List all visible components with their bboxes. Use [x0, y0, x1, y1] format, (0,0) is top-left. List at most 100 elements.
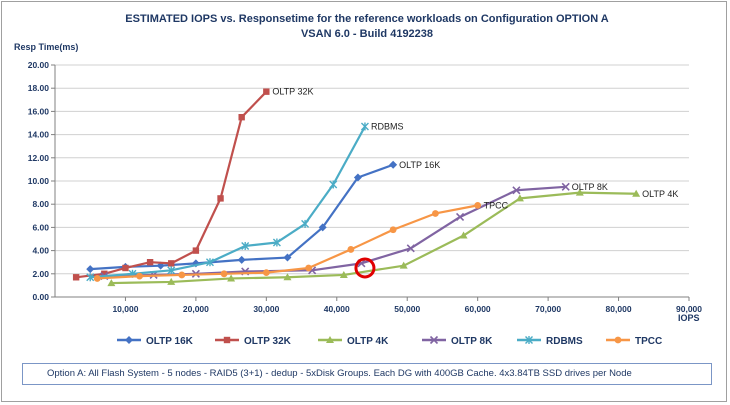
- configuration-note: Option A: All Flash System - 5 nodes - R…: [22, 363, 712, 385]
- data-point: [353, 173, 362, 182]
- x-tick-label: 30,000: [253, 304, 279, 314]
- data-point: [389, 226, 397, 234]
- y-tick-label: 18.00: [28, 83, 50, 93]
- data-point: [632, 189, 641, 197]
- x-tick-label: 90,000: [676, 304, 702, 314]
- legend-label: TPCC: [635, 336, 662, 347]
- legend-item-rdbms: RDBMS: [517, 336, 583, 347]
- x-tick-label: 70,000: [535, 304, 561, 314]
- series-end-label-oltp-16k: OLTP 16K: [399, 160, 440, 170]
- data-point: [399, 261, 408, 269]
- x-axis-label: IOPS: [678, 313, 700, 323]
- y-tick-label: 2.00: [32, 269, 49, 279]
- data-point: [107, 279, 116, 287]
- x-tick-label: 40,000: [324, 304, 350, 314]
- y-axis-label: Resp Time(ms): [14, 42, 78, 52]
- chart-title: ESTIMATED IOPS vs. Responsetime for the …: [125, 13, 609, 25]
- data-point: [347, 246, 355, 253]
- chart-plot: ESTIMATED IOPS vs. Responsetime for the …: [14, 13, 702, 347]
- series-end-label-oltp-8k: OLTP 8K: [572, 182, 608, 192]
- y-tick-label: 8.00: [32, 199, 49, 209]
- data-point: [86, 265, 95, 274]
- legend-item-oltp-8k: OLTP 8K: [422, 335, 493, 347]
- series-line-rdbms: [90, 125, 366, 279]
- y-tick-label: 0.00: [32, 292, 49, 302]
- data-point: [329, 180, 338, 189]
- data-point: [86, 273, 95, 282]
- data-point: [205, 258, 214, 267]
- data-point: [515, 194, 524, 202]
- data-point: [389, 160, 398, 169]
- data-point: [227, 274, 236, 282]
- data-point: [136, 272, 143, 280]
- data-point: [575, 188, 584, 196]
- legend-label: OLTP 8K: [451, 336, 493, 347]
- data-point: [429, 335, 439, 345]
- data-point: [512, 186, 521, 195]
- series-line-tpcc: [97, 204, 478, 280]
- data-point: [360, 122, 369, 131]
- data-point: [122, 264, 129, 272]
- data-point: [262, 269, 270, 277]
- data-point: [432, 210, 439, 217]
- legend-label: OLTP 4K: [347, 336, 389, 347]
- data-point: [167, 277, 176, 285]
- series-end-label-oltp-32k: OLTP 32K: [272, 87, 313, 97]
- y-tick-label: 6.00: [32, 222, 49, 232]
- data-point: [305, 264, 312, 272]
- series-end-label-oltp-4k: OLTP 4K: [642, 189, 678, 199]
- data-point: [474, 201, 482, 209]
- legend-label: OLTP 16K: [146, 336, 194, 347]
- data-point: [339, 270, 348, 278]
- legend-label: OLTP 32K: [244, 336, 292, 347]
- x-tick-label: 60,000: [465, 304, 491, 314]
- data-point: [146, 259, 154, 266]
- y-tick-label: 10.00: [28, 176, 50, 186]
- y-tick-label: 12.00: [28, 153, 50, 163]
- chart-subtitle: VSAN 6.0 - Build 4192238: [301, 28, 433, 40]
- series-end-label-rdbms: RDBMS: [371, 121, 404, 131]
- data-point: [238, 114, 245, 121]
- x-tick-label: 50,000: [394, 304, 420, 314]
- data-point: [168, 260, 175, 267]
- data-point: [406, 244, 415, 253]
- data-point: [223, 336, 231, 344]
- highlight-circle: [354, 257, 376, 279]
- data-point: [237, 255, 246, 264]
- legend-item-tpcc: TPCC: [606, 336, 662, 347]
- series-end-label-tpcc: TPCC: [484, 200, 509, 210]
- data-point: [93, 275, 101, 282]
- data-point: [241, 241, 250, 250]
- data-point: [192, 247, 200, 254]
- y-tick-label: 16.00: [28, 106, 50, 116]
- data-point: [283, 253, 292, 262]
- data-point: [459, 231, 468, 239]
- legend-label: RDBMS: [546, 336, 583, 347]
- data-point: [525, 336, 533, 344]
- data-point: [263, 88, 270, 95]
- legend-item-oltp-32k: OLTP 32K: [215, 336, 292, 347]
- data-point: [217, 195, 224, 202]
- series-line-oltp-16k: [90, 163, 394, 271]
- data-point: [301, 219, 310, 228]
- data-point: [455, 212, 465, 222]
- data-point: [125, 336, 133, 344]
- data-point: [318, 223, 327, 232]
- data-point: [178, 271, 186, 279]
- legend-item-oltp-4k: OLTP 4K: [318, 336, 389, 347]
- legend-item-oltp-16k: OLTP 16K: [117, 336, 194, 347]
- y-tick-label: 20.00: [28, 60, 50, 70]
- data-point: [167, 266, 176, 275]
- y-tick-label: 4.00: [32, 246, 49, 256]
- data-point: [561, 182, 570, 191]
- data-point: [220, 270, 228, 278]
- y-tick-label: 14.00: [28, 130, 50, 140]
- x-tick-label: 20,000: [183, 304, 209, 314]
- data-point: [283, 273, 292, 281]
- data-point: [272, 238, 281, 247]
- data-point: [614, 336, 622, 344]
- data-point: [72, 274, 80, 281]
- data-point: [101, 270, 108, 277]
- x-tick-label: 80,000: [606, 304, 632, 314]
